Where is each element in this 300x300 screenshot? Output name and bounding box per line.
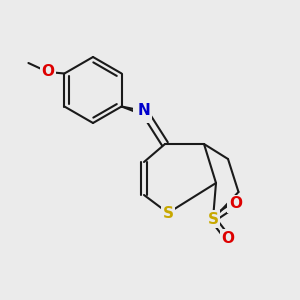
Text: N: N <box>135 106 148 122</box>
Text: O: O <box>221 231 235 246</box>
Text: O: O <box>41 64 54 80</box>
Text: S: S <box>163 206 173 220</box>
Text: O: O <box>229 196 242 211</box>
Text: N: N <box>138 103 150 118</box>
Text: S: S <box>208 212 218 226</box>
